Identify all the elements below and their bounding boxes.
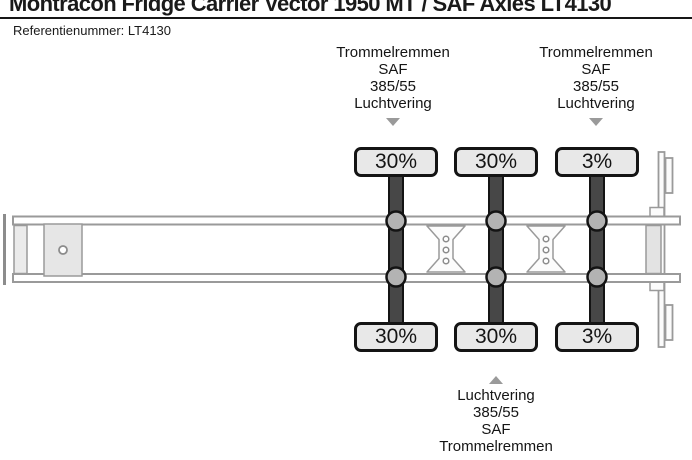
hub-axle2-bottom bbox=[485, 266, 507, 288]
chassis-rail-bottom bbox=[12, 273, 681, 283]
front-crossmember bbox=[13, 224, 28, 275]
spec-brakes: Trommelremmen bbox=[539, 44, 653, 61]
axle-bar-1 bbox=[388, 161, 404, 335]
bolt-hole bbox=[442, 235, 450, 243]
spec-brand: SAF bbox=[378, 61, 408, 78]
hub-axle1-bottom bbox=[385, 266, 407, 288]
rear-bracket-top bbox=[649, 206, 665, 218]
spec-brakes: Trommelremmen bbox=[336, 44, 450, 61]
bolt-hole bbox=[442, 246, 450, 254]
hub-axle1-top bbox=[385, 210, 407, 232]
axle1-spec-label: Trommelremmen SAF 385/55 Luchtvering bbox=[283, 44, 503, 126]
axle-bar-2 bbox=[488, 161, 504, 335]
spec-tyre-size: 385/55 bbox=[370, 78, 416, 95]
arrow-down-icon bbox=[589, 118, 603, 126]
load-box-axle1-top: 30% bbox=[354, 147, 438, 177]
page-title: Montracon Fridge Carrier Vector 1950 MT … bbox=[9, 0, 612, 16]
spec-brand: SAF bbox=[481, 421, 511, 438]
bolt-hole bbox=[542, 235, 550, 243]
spec-brakes: Trommelremmen bbox=[439, 438, 553, 455]
rear-hinge-bottom bbox=[664, 304, 674, 341]
axle2-spec-label: Luchtvering 385/55 SAF Trommelremmen bbox=[386, 376, 606, 455]
axle-bar-3 bbox=[589, 161, 605, 335]
spec-suspension: Luchtvering bbox=[557, 95, 635, 112]
rear-hinge-top bbox=[664, 157, 674, 194]
load-box-axle2-bottom: 30% bbox=[454, 322, 538, 352]
bolt-hole bbox=[542, 246, 550, 254]
chassis-rail-top bbox=[12, 215, 681, 226]
load-box-axle3-bottom: 3% bbox=[555, 322, 639, 352]
arrow-down-icon bbox=[386, 118, 400, 126]
load-box-axle1-bottom: 30% bbox=[354, 322, 438, 352]
arrow-up-icon bbox=[489, 376, 503, 384]
spec-tyre-size: 385/55 bbox=[573, 78, 619, 95]
spec-tyre-size: 385/55 bbox=[473, 404, 519, 421]
kingpin bbox=[58, 245, 68, 255]
load-box-axle2-top: 30% bbox=[454, 147, 538, 177]
axle3-spec-label: Trommelremmen SAF 385/55 Luchtvering bbox=[486, 44, 692, 126]
spec-suspension: Luchtvering bbox=[457, 387, 535, 404]
bolt-hole bbox=[442, 257, 450, 265]
rear-crossmember bbox=[645, 224, 662, 275]
header-divider bbox=[0, 17, 692, 19]
bolt-hole bbox=[542, 257, 550, 265]
spec-suspension: Luchtvering bbox=[354, 95, 432, 112]
spec-brand: SAF bbox=[581, 61, 611, 78]
load-box-axle3-top: 3% bbox=[555, 147, 639, 177]
hub-axle2-top bbox=[485, 210, 507, 232]
hub-axle3-bottom bbox=[586, 266, 608, 288]
reference-number: Referentienummer: LT4130 bbox=[13, 23, 172, 38]
hub-axle3-top bbox=[586, 210, 608, 232]
